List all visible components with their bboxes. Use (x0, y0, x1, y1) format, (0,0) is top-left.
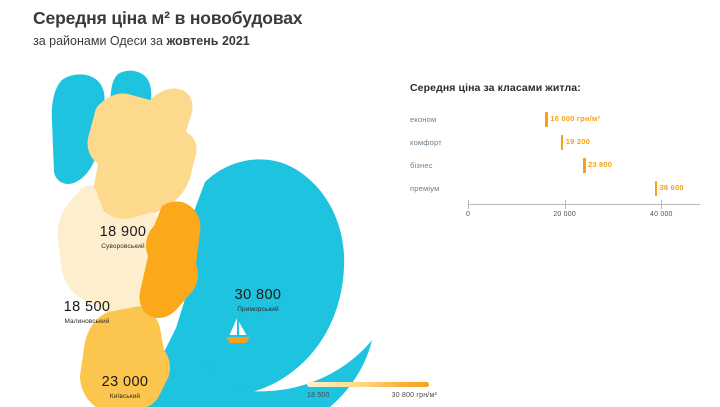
chart-x-axis: 0 20 000 40 000 (465, 200, 700, 226)
map-label-name: Малиновський (64, 317, 110, 325)
map-svg (51, 70, 372, 407)
page-title: Середня ціна м² в новобудовах (33, 8, 303, 28)
chart-value-marker (654, 181, 658, 196)
legend-max-label: 30 800 грн/м² (391, 392, 437, 399)
map-label-value: 30 800 (234, 287, 282, 303)
axis-tick (564, 200, 566, 209)
map-label-prymorskyi: 30 800 Приморський (212, 287, 304, 313)
axis-line (468, 204, 700, 205)
district-malynovskyi (57, 185, 163, 314)
chart-row: преміум 38 600 (410, 177, 700, 200)
chart-value-label: 38 600 (659, 183, 684, 192)
map-label-value: 23 000 (101, 374, 149, 390)
legend-labels: 18 500 30 800 грн/м² (307, 392, 437, 399)
chart-row: економ 16 000 грн/м² (410, 108, 700, 131)
odesa-district-map: 18 900 Суворовський 18 500 Малиновський … (0, 60, 437, 407)
map-label-name: Суворовський (101, 242, 145, 250)
map-label-name: Приморський (237, 305, 279, 313)
page-subtitle: за районами Одеси за жовтень 2021 (33, 34, 553, 49)
chart-value-marker (560, 135, 564, 150)
chart-value-marker (583, 158, 586, 173)
subtitle-period: жовтень 2021 (166, 33, 250, 48)
chart-plot-area: 19 200 (468, 131, 700, 154)
chart-value-label: 16 000 грн/м² (550, 114, 601, 123)
district-kyivskyi (80, 306, 171, 407)
map-label-suvorovskyi: 18 900 Суворовський (78, 224, 168, 250)
map-label-name: Київський (109, 392, 141, 400)
chart-category-label: комфорт (410, 138, 442, 147)
axis-tick-label: 40 000 (650, 211, 673, 218)
district-prymorskyi (139, 201, 201, 318)
chart-plot-area: 16 000 грн/м² (468, 108, 700, 131)
chart-category-label: преміум (410, 184, 440, 193)
axis-tick-label: 0 (465, 211, 471, 218)
chart-value-label: 19 200 (565, 137, 590, 146)
chart-value-marker (545, 112, 548, 127)
map-gradient-legend: 18 500 30 800 грн/м² (307, 382, 437, 399)
chart-row: бізнес 23 800 (410, 154, 700, 177)
legend-gradient-bar (307, 382, 429, 387)
sailboat-icon (226, 318, 250, 343)
map-label-malynovskyi: 18 500 Малиновський (42, 299, 132, 325)
legend-min-label: 18 500 (307, 392, 330, 399)
chart-plot-area: 23 800 (468, 154, 700, 177)
header: Середня ціна м² в новобудовах за районам… (33, 8, 553, 49)
axis-tick-label: 20 000 (553, 211, 576, 218)
axis-tick (468, 200, 469, 209)
map-label-value: 18 500 (63, 299, 111, 315)
subtitle-prefix: за районами Одеси за (33, 33, 167, 48)
chart-category-label: бізнес (410, 161, 433, 170)
price-by-class-chart: Середня ціна за класами житла: економ 16… (410, 82, 700, 232)
map-label-value: 18 900 (99, 224, 147, 240)
chart-row: комфорт 19 200 (410, 131, 700, 154)
district-suvorovskyi (87, 88, 197, 223)
chart-title: Середня ціна за класами житла: (410, 82, 581, 94)
axis-tick (661, 200, 663, 209)
chart-category-label: економ (410, 115, 437, 124)
chart-value-label: 23 800 (588, 160, 613, 169)
map-label-kyivskyi: 23 000 Київський (80, 374, 170, 400)
chart-plot-area: 38 600 (468, 177, 700, 200)
chart-rows: економ 16 000 грн/м² комфорт 19 200 бізн… (410, 108, 700, 200)
